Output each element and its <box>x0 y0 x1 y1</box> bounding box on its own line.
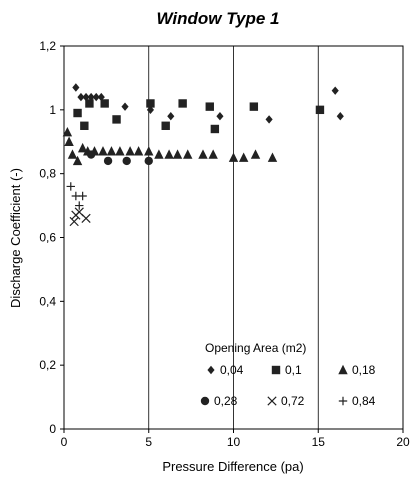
data-point-diamond <box>77 92 85 102</box>
data-point-triangle <box>164 149 174 159</box>
data-point-circle <box>103 156 113 166</box>
data-point-triangle <box>250 149 261 159</box>
data-point-square <box>178 99 187 108</box>
x-tick-label: 20 <box>396 435 410 449</box>
data-point-triangle <box>72 155 83 166</box>
data-point-triangle <box>144 146 154 156</box>
data-point-square <box>249 102 259 111</box>
data-point-triangle <box>238 152 249 162</box>
legend-marker-x <box>267 396 277 406</box>
data-point-circle <box>86 150 96 159</box>
x-tick-label: 10 <box>227 435 241 449</box>
data-point-triangle <box>172 149 183 159</box>
legend-label: 0,04 <box>220 363 244 377</box>
data-point-diamond <box>121 102 129 111</box>
data-point-square <box>80 121 89 130</box>
data-point-square <box>210 124 220 134</box>
data-point-triangle <box>98 146 108 156</box>
data-point-diamond <box>167 112 175 121</box>
legend-title: Opening Area (m2) <box>205 341 306 355</box>
data-point-diamond <box>216 112 224 121</box>
data-point-diamond <box>97 92 105 102</box>
data-point-triangle <box>208 149 218 159</box>
data-point-x <box>81 213 91 223</box>
data-point-x <box>69 216 79 227</box>
data-point-triangle <box>106 146 117 156</box>
data-point-x <box>71 210 81 220</box>
data-point-triangle <box>64 136 74 146</box>
data-point-triangle <box>198 149 208 159</box>
data-point-triangle <box>115 146 125 156</box>
data-point-triangle <box>154 149 164 159</box>
legend-label: 0,1 <box>285 363 302 377</box>
legend-marker-diamond <box>207 365 215 375</box>
data-point-square <box>85 99 94 108</box>
data-point-square <box>161 121 170 130</box>
y-tick-label: 0,6 <box>39 231 56 245</box>
data-point-plus <box>75 201 84 210</box>
legend-marker-circle <box>200 396 210 406</box>
data-point-diamond <box>72 83 80 92</box>
y-axis-label: Discharge Coefficient (-) <box>8 168 23 308</box>
legend-label: 0,72 <box>281 394 305 408</box>
data-point-diamond <box>265 115 273 124</box>
y-tick-label: 1,2 <box>39 39 56 53</box>
legend-label: 0,28 <box>214 394 238 408</box>
data-point-triangle <box>67 149 78 159</box>
legend-marker-plus <box>338 396 348 406</box>
data-point-triangle <box>133 146 144 156</box>
data-point-square <box>205 102 214 111</box>
y-tick-label: 0,8 <box>39 167 56 181</box>
x-tick-label: 5 <box>145 435 152 449</box>
axis-ticks: 0 5 10 15 20 0 0,2 0,4 0,6 0,8 1 1,2 <box>39 39 410 449</box>
data-point-triangle <box>228 152 239 162</box>
data-point-plus <box>66 182 75 191</box>
y-tick-label: 1 <box>49 103 56 117</box>
data-point-diamond <box>82 92 90 102</box>
y-tick-label: 0 <box>49 422 56 436</box>
legend-marker-triangle <box>338 364 348 375</box>
data-point-plus <box>78 191 87 201</box>
data-point-diamond <box>92 92 100 102</box>
chart-title: Window Type 1 <box>157 9 280 28</box>
data-point-circle <box>122 156 131 166</box>
data-points <box>62 83 344 227</box>
data-point-square <box>112 115 121 124</box>
y-tick-label: 0,4 <box>39 294 56 308</box>
data-point-square <box>315 105 325 115</box>
data-point-triangle <box>77 142 88 153</box>
data-point-triangle <box>125 146 135 156</box>
data-point-triangle <box>183 149 193 159</box>
legend: Opening Area (m2) 0,04 0,1 0,18 0,28 0,72 0,8… <box>200 341 376 408</box>
x-axis-label: Pressure Difference (pa) <box>162 459 303 474</box>
x-tick-label: 15 <box>312 435 326 449</box>
legend-label: 0,84 <box>352 394 376 408</box>
legend-marker-square <box>271 365 281 375</box>
data-point-square <box>73 108 82 118</box>
data-point-triangle <box>267 152 278 162</box>
x-tick-label: 0 <box>61 435 68 449</box>
y-tick-label: 0,2 <box>39 358 56 372</box>
data-point-diamond <box>331 86 339 95</box>
data-point-diamond <box>336 112 344 121</box>
data-point-circle <box>144 156 153 166</box>
data-point-diamond <box>146 105 155 115</box>
data-point-diamond <box>87 92 95 102</box>
data-point-triangle <box>62 126 73 137</box>
data-point-square <box>100 99 109 108</box>
legend-label: 0,18 <box>352 363 376 377</box>
data-point-square <box>146 99 155 108</box>
